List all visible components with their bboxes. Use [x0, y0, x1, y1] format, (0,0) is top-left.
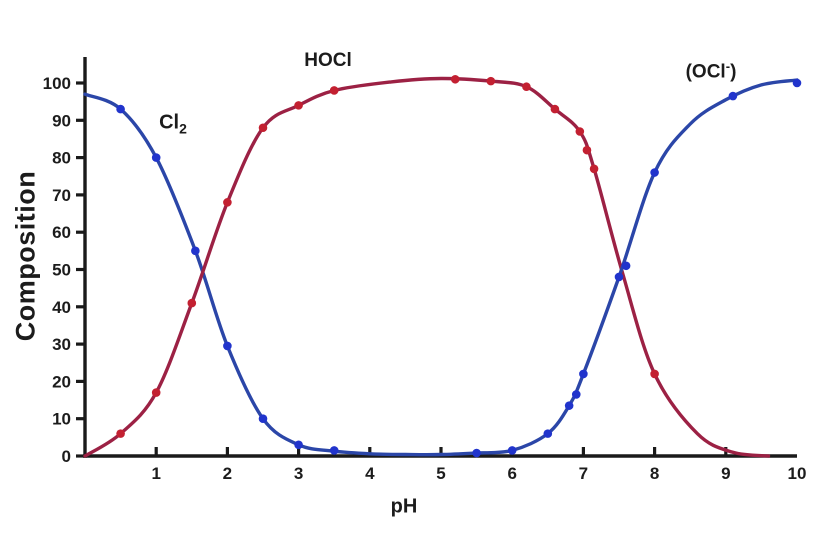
data-point-cl2 — [191, 246, 200, 256]
cl2-label-subscript: 2 — [179, 120, 187, 137]
data-point-ocl — [564, 401, 574, 410]
ocl-label-superscript-minus: - — [725, 58, 731, 74]
curve-hocl — [83, 76, 771, 458]
data-point-hocl — [522, 82, 531, 92]
data-point-hocl — [151, 388, 161, 397]
data-point-ocl — [650, 168, 659, 177]
y-tick-label: 80 — [52, 149, 71, 168]
data-point-cl2 — [258, 414, 268, 424]
curve-cl2 — [83, 92, 479, 457]
y-tick-label: 70 — [52, 186, 71, 205]
data-point-ocl — [543, 429, 553, 438]
y-tick-label: 100 — [43, 74, 71, 93]
hocl-curve-label: HOCl — [304, 50, 352, 71]
data-point-cl2 — [151, 153, 161, 162]
x-axis-title: pH — [390, 495, 418, 518]
data-point-cl2 — [329, 446, 339, 455]
data-point-cl2 — [294, 440, 303, 450]
data-point-ocl — [728, 91, 738, 101]
x-tick-label: 6 — [507, 464, 516, 483]
data-point-hocl — [329, 86, 339, 95]
data-point-hocl — [650, 369, 659, 379]
data-point-hocl — [575, 127, 585, 136]
x-tick-label: 4 — [365, 464, 375, 483]
y-tick-label: 20 — [52, 372, 71, 391]
y-axis-title: Composition — [10, 170, 41, 342]
curve-ocl — [474, 78, 799, 455]
x-tick-label: 7 — [579, 464, 588, 483]
cl2-curve-label: Cl2 — [159, 112, 187, 137]
data-point-ocl — [614, 272, 624, 282]
ocl-label-open: (OCl — [685, 61, 726, 83]
x-tick-label: 9 — [721, 464, 730, 483]
data-point-cl2 — [472, 448, 481, 458]
data-point-hocl — [486, 76, 496, 86]
data-point-hocl — [258, 123, 268, 133]
y-tick-label: 30 — [52, 335, 71, 354]
y-tick-label: 50 — [52, 261, 71, 280]
x-tick-label: 5 — [436, 464, 445, 483]
ocl-label-close: ) — [730, 61, 737, 83]
data-point-ocl — [579, 369, 588, 379]
x-tick-label: 3 — [294, 464, 303, 483]
x-tick-label: 10 — [788, 464, 807, 483]
y-tick-label: 40 — [52, 298, 71, 317]
data-point-hocl — [582, 145, 592, 155]
data-point-hocl — [450, 74, 460, 84]
data-point-hocl — [550, 104, 560, 114]
data-point-hocl — [589, 164, 599, 174]
data-point-ocl — [792, 78, 802, 88]
data-point-cl2 — [116, 104, 125, 114]
data-point-hocl — [187, 298, 197, 308]
y-tick-label: 0 — [62, 447, 71, 466]
data-point-ocl — [571, 390, 581, 399]
cl2-label-base: Cl — [159, 111, 180, 134]
x-tick-label: 1 — [151, 464, 160, 483]
x-tick-label: 2 — [223, 464, 232, 483]
data-point-ocl — [507, 446, 517, 455]
data-point-hocl — [294, 101, 303, 110]
x-tick-label: 8 — [650, 464, 659, 483]
data-point-hocl — [116, 429, 125, 438]
ocl-curve-label: (OCl-) — [686, 58, 737, 83]
data-point-hocl — [223, 198, 232, 207]
y-tick-label: 90 — [52, 111, 71, 130]
data-point-ocl — [621, 261, 631, 271]
y-tick-label: 10 — [52, 410, 71, 429]
data-point-cl2 — [223, 341, 232, 351]
y-tick-label: 60 — [52, 223, 71, 242]
